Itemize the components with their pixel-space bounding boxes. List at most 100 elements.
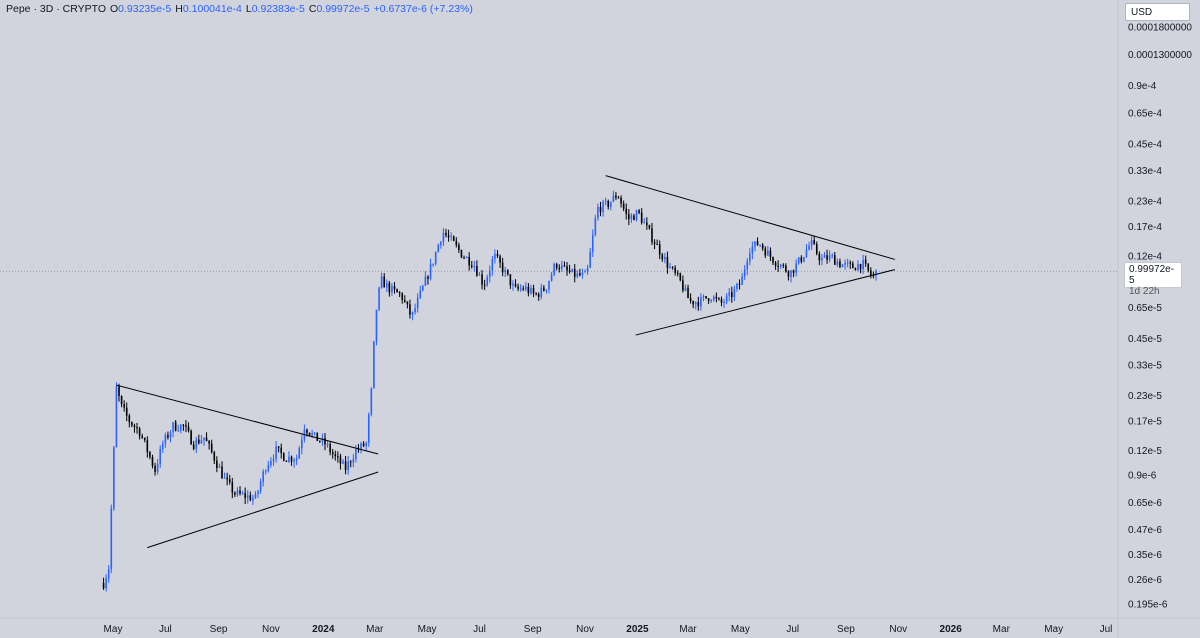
candle-body: [360, 443, 362, 450]
candle-body: [684, 287, 687, 291]
candle-body: [107, 569, 110, 579]
candle-body: [540, 287, 543, 298]
candle-body: [517, 286, 519, 289]
candle-body: [821, 257, 823, 261]
candle-body: [218, 466, 221, 468]
candle-body: [731, 292, 733, 298]
candle-body: [208, 441, 210, 444]
candle-body: [563, 265, 566, 267]
candle-body: [123, 404, 125, 408]
y-axis[interactable]: 0.0001800000 0.0001300000 0.9e-4 0.65e-4 0.4…: [1117, 0, 1192, 638]
candle-body: [633, 215, 635, 221]
candle-body: [638, 210, 640, 213]
candle-body: [828, 255, 831, 260]
candle-body: [815, 244, 818, 254]
x-tick-label: Sep: [524, 624, 542, 635]
candle-body: [375, 309, 378, 342]
y-tick-label: 0.47e-6: [1128, 525, 1162, 536]
candle-body: [468, 256, 470, 266]
candle-body: [862, 259, 864, 270]
candle-body: [532, 288, 535, 294]
candle-body: [445, 232, 447, 236]
candle-body: [584, 271, 586, 273]
candle-body: [203, 437, 205, 441]
candle-body: [535, 293, 537, 295]
x-tick-label: Nov: [576, 624, 594, 635]
candle-body: [826, 255, 828, 260]
candle-body: [231, 482, 234, 493]
candle-body: [782, 264, 785, 266]
last-price-label: 0.99972e-5: [1129, 264, 1175, 286]
y-tick-label: 0.17e-5: [1128, 417, 1162, 428]
trendline[interactable]: [605, 175, 896, 260]
candle-body: [676, 272, 679, 274]
candle-body: [102, 583, 105, 589]
candle-body: [803, 256, 805, 262]
candle-body: [164, 434, 167, 444]
candle-body: [156, 464, 159, 472]
candle-body: [751, 246, 754, 254]
y-tick-label: 0.0001800000: [1128, 23, 1192, 34]
candle-body: [488, 270, 491, 278]
candle-body: [759, 244, 761, 246]
candle-body: [223, 477, 226, 479]
candle-body: [169, 432, 172, 438]
candle-body: [159, 448, 162, 465]
candle-body: [455, 240, 458, 245]
candle-body: [295, 458, 298, 461]
candle-body: [839, 261, 841, 268]
trendline[interactable]: [116, 384, 379, 455]
candle-body: [656, 244, 658, 246]
candle-body: [697, 302, 700, 307]
candle-body: [326, 444, 329, 446]
candle-body: [105, 578, 107, 589]
candle-body: [674, 267, 676, 273]
candle-body: [795, 263, 797, 273]
candle-body: [177, 430, 180, 432]
y-tick-label: 0.26e-6: [1128, 575, 1162, 586]
candle-body: [180, 424, 182, 431]
candle-body: [635, 210, 638, 221]
candle-body: [797, 257, 800, 264]
y-tick-label: 0.12e-5: [1128, 446, 1162, 457]
trendline[interactable]: [635, 269, 895, 336]
candle-body: [460, 249, 463, 258]
x-tick-label: May: [1044, 624, 1063, 635]
candle-body: [741, 276, 743, 285]
candle-body: [362, 443, 365, 447]
y-tick-label: 0.65e-6: [1128, 498, 1162, 509]
candle-body: [228, 479, 231, 483]
candle-body: [499, 256, 501, 263]
candle-body: [720, 298, 723, 303]
currency-selector[interactable]: USD: [1125, 3, 1190, 21]
candle-body: [756, 241, 759, 246]
candle-body: [808, 245, 810, 250]
candle-body: [854, 268, 857, 271]
candle-body: [205, 437, 208, 442]
candle-body: [550, 274, 553, 282]
candle-body: [342, 461, 344, 464]
x-tick-label: Sep: [837, 624, 855, 635]
candle-body: [586, 267, 589, 272]
candle-body: [579, 273, 581, 276]
trendline[interactable]: [147, 471, 379, 549]
candle-body: [313, 432, 316, 434]
candle-body: [226, 477, 228, 480]
x-tick-label: 2025: [626, 624, 649, 635]
candle-body: [525, 286, 527, 290]
x-axis[interactable]: May Jul Sep Nov 2024 Mar May Jul Sep Nov 2025 Mar Ma…: [0, 617, 1200, 635]
symbol-legend: Pepe · 3D · CRYPTO O 0.93235e-5 H 0.1000…: [6, 3, 473, 15]
y-tick-label: 0.9e-6: [1128, 470, 1157, 481]
candle-body: [429, 264, 432, 279]
candle-body: [308, 432, 311, 436]
candle-body: [419, 290, 422, 298]
candle-body: [442, 232, 445, 242]
candle-body: [195, 439, 198, 449]
candle-body: [118, 386, 120, 396]
candle-body: [664, 256, 666, 260]
candle-body: [571, 268, 573, 272]
candle-body: [792, 270, 795, 273]
y-tick-label: 0.195e-6: [1128, 600, 1168, 611]
candle-body: [293, 460, 295, 462]
